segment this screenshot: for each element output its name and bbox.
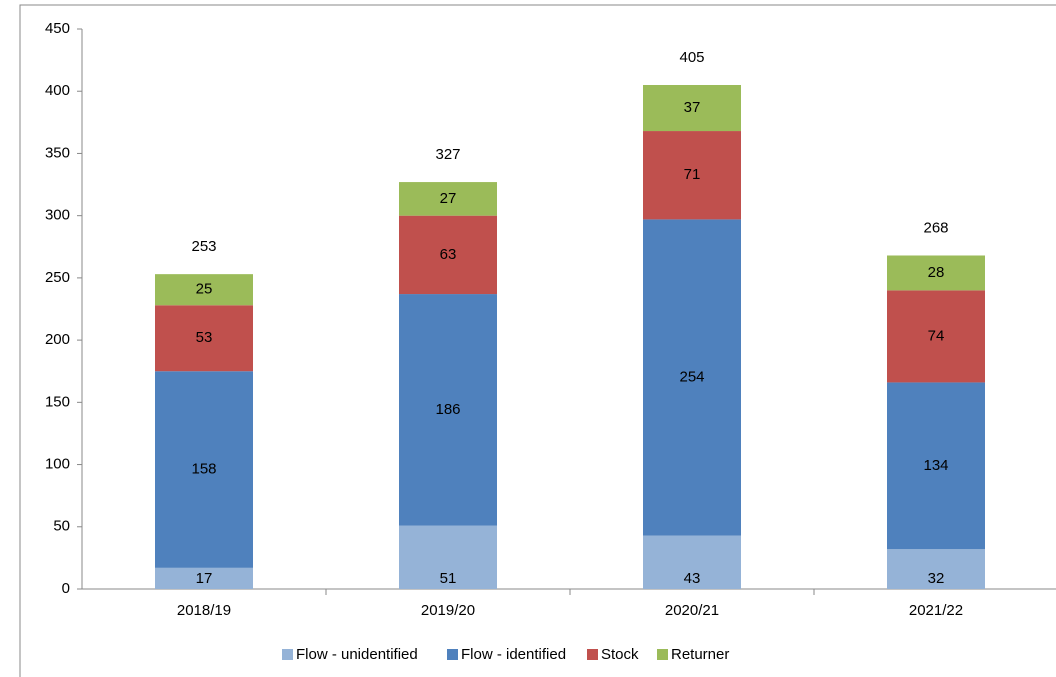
y-tick-label: 150 — [45, 393, 70, 410]
bar-segment — [155, 274, 253, 306]
y-tick-label: 200 — [45, 331, 70, 348]
bar-value-label: 43 — [684, 570, 701, 587]
y-tick-label: 300 — [45, 207, 70, 224]
y-tick-label: 450 — [45, 20, 70, 37]
bar-value-label: 63 — [440, 246, 457, 263]
bar-value-label: 71 — [684, 166, 701, 183]
bar-segment — [155, 567, 253, 589]
x-tick-label: 2021/22 — [909, 602, 963, 619]
bar-segment — [155, 371, 253, 568]
legend-label: Flow - identified — [461, 646, 566, 663]
bar-value-label: 27 — [440, 190, 457, 207]
legend-swatch — [282, 649, 293, 660]
bar-segment — [643, 219, 741, 536]
x-tick-label: 2019/20 — [421, 602, 475, 619]
bar-value-label: 186 — [435, 401, 460, 418]
total-label: 327 — [435, 146, 460, 163]
bar-value-label: 74 — [928, 327, 945, 344]
total-label: 268 — [923, 219, 948, 236]
bar-segment — [887, 255, 985, 291]
total-label: 405 — [679, 49, 704, 66]
bar-value-label: 17 — [196, 570, 213, 587]
legend-label: Flow - unidentified — [296, 646, 418, 663]
legend-swatch — [587, 649, 598, 660]
bar-value-label: 158 — [191, 461, 216, 478]
y-tick-label: 350 — [45, 144, 70, 161]
x-tick-label: 2018/19 — [177, 602, 231, 619]
bar-segment — [399, 215, 497, 295]
bar-value-label: 32 — [928, 570, 945, 587]
x-tick-label: 2020/21 — [665, 602, 719, 619]
bar-value-label: 28 — [928, 264, 945, 281]
bar-segment — [643, 535, 741, 589]
total-label: 253 — [191, 238, 216, 255]
y-tick-label: 100 — [45, 456, 70, 473]
legend-swatch — [657, 649, 668, 660]
y-tick-label: 400 — [45, 82, 70, 99]
bar-segment — [887, 290, 985, 383]
bar-segment — [643, 85, 741, 132]
y-tick-label: 0 — [62, 580, 70, 597]
y-tick-label: 50 — [53, 518, 70, 535]
bar-segment — [155, 305, 253, 372]
bar-value-label: 53 — [196, 329, 213, 346]
bar-value-label: 37 — [684, 99, 701, 116]
legend-label: Stock — [601, 646, 639, 663]
legend-swatch — [447, 649, 458, 660]
bar-segment — [643, 131, 741, 220]
bar-segment — [399, 182, 497, 216]
bar-value-label: 254 — [679, 368, 704, 385]
legend-label: Returner — [671, 646, 729, 663]
bar-value-label: 134 — [923, 457, 948, 474]
bar-value-label: 51 — [440, 570, 457, 587]
bar-segment — [399, 525, 497, 589]
bar-value-label: 25 — [196, 281, 213, 298]
bar-segment — [399, 294, 497, 526]
bar-segment — [887, 382, 985, 550]
y-tick-label: 250 — [45, 269, 70, 286]
bar-segment — [887, 549, 985, 589]
